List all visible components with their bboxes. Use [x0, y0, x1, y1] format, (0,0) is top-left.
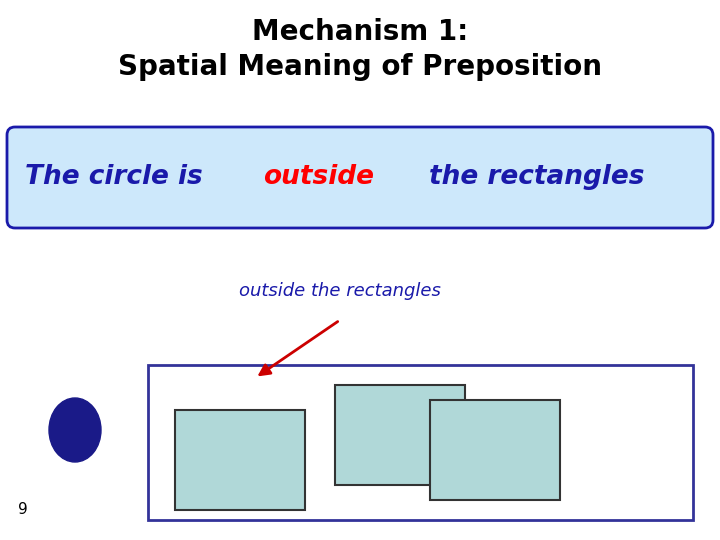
Text: the rectangles: the rectangles [429, 165, 644, 191]
Text: The circle is: The circle is [25, 165, 203, 191]
FancyBboxPatch shape [7, 127, 713, 228]
Text: outside: outside [263, 165, 374, 191]
Ellipse shape [49, 398, 101, 462]
Text: 9: 9 [18, 503, 28, 517]
Text: Mechanism 1:
Spatial Meaning of Preposition: Mechanism 1: Spatial Meaning of Preposit… [118, 18, 602, 80]
Text: outside the rectangles: outside the rectangles [239, 282, 441, 300]
Bar [148, 365, 693, 520]
Bar [175, 410, 305, 510]
Bar [430, 400, 560, 500]
Bar [335, 385, 465, 485]
